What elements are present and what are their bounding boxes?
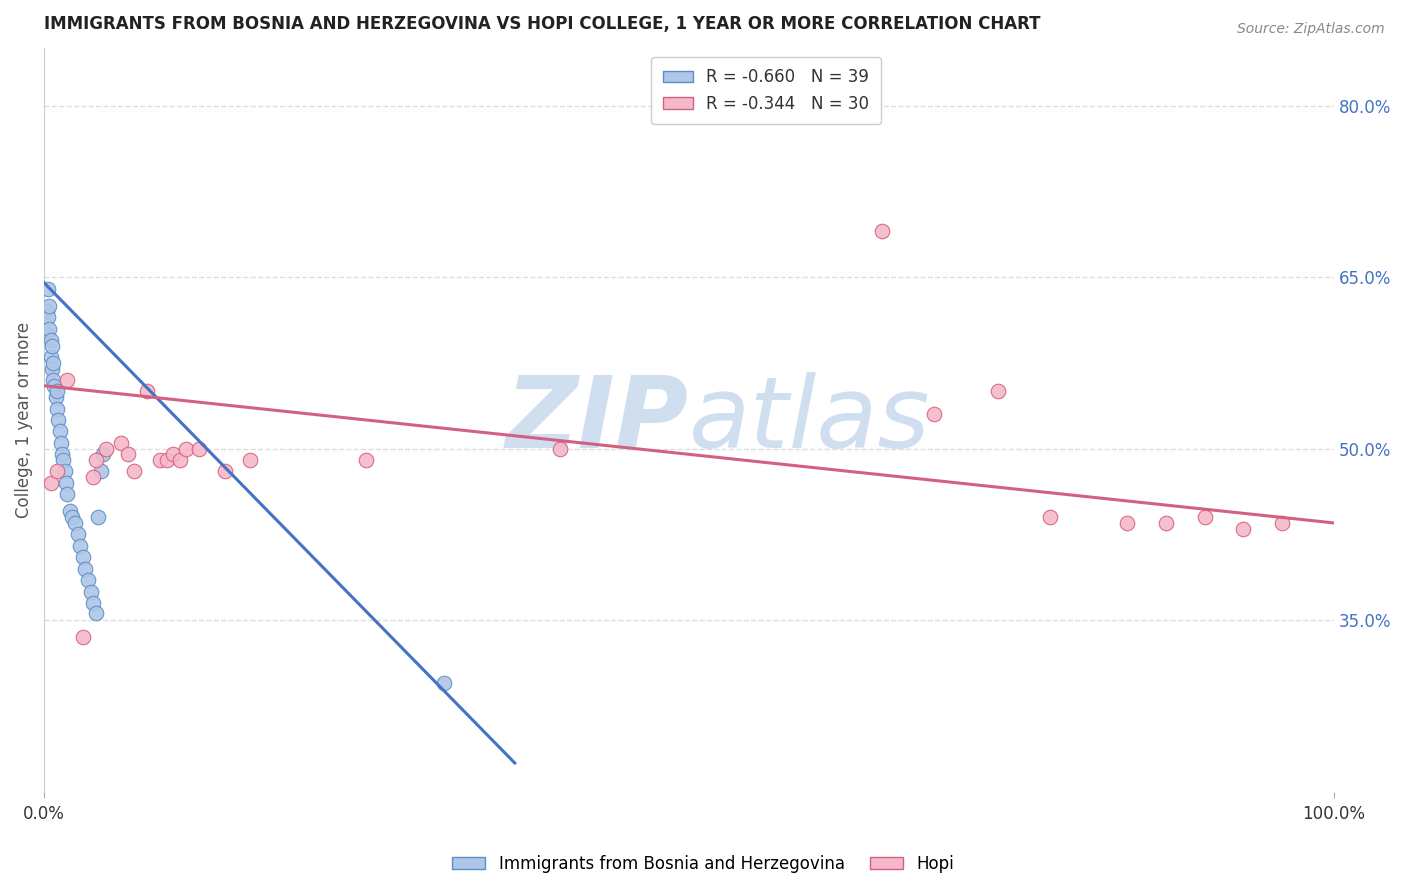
Point	[39, 333, 62, 347]
Point	[75, 561, 97, 575]
Point	[987, 384, 1010, 399]
Point	[46, 384, 69, 399]
Point	[41, 361, 63, 376]
Point	[84, 453, 107, 467]
Point	[169, 453, 191, 467]
Point	[35, 304, 58, 318]
Point	[124, 465, 146, 479]
Point	[56, 487, 79, 501]
Point	[35, 327, 58, 342]
Point	[42, 356, 65, 370]
Point	[69, 539, 91, 553]
Point	[1039, 510, 1062, 524]
Point	[94, 442, 117, 456]
Point	[72, 630, 94, 644]
Text: Source: ZipAtlas.com: Source: ZipAtlas.com	[1237, 22, 1385, 37]
Point	[37, 310, 59, 325]
Point	[174, 442, 197, 456]
Point	[38, 321, 60, 335]
Point	[84, 606, 107, 620]
Point	[1271, 516, 1294, 530]
Point	[79, 584, 101, 599]
Point	[56, 373, 79, 387]
Text: ZIP: ZIP	[506, 371, 689, 468]
Point	[72, 550, 94, 565]
Point	[433, 676, 456, 690]
Point	[136, 384, 159, 399]
Point	[356, 453, 378, 467]
Point	[82, 470, 104, 484]
Point	[922, 407, 945, 421]
Point	[46, 401, 69, 416]
Point	[63, 516, 86, 530]
Point	[41, 339, 63, 353]
Point	[872, 224, 894, 238]
Point	[87, 510, 110, 524]
Point	[46, 465, 69, 479]
Text: atlas: atlas	[689, 371, 931, 468]
Point	[110, 436, 132, 450]
Point	[1116, 516, 1139, 530]
Point	[117, 447, 139, 461]
Point	[162, 447, 184, 461]
Point	[1194, 510, 1216, 524]
Point	[45, 390, 67, 404]
Y-axis label: College, 1 year or more: College, 1 year or more	[15, 322, 32, 518]
Point	[39, 350, 62, 364]
Point	[548, 442, 571, 456]
Point	[239, 453, 262, 467]
Point	[46, 413, 69, 427]
Point	[82, 596, 104, 610]
Point	[156, 453, 179, 467]
Point	[187, 442, 209, 456]
Point	[53, 465, 76, 479]
Point	[48, 425, 70, 439]
Point	[55, 475, 77, 490]
Point	[66, 527, 89, 541]
Legend: R = -0.660   N = 39, R = -0.344   N = 30: R = -0.660 N = 39, R = -0.344 N = 30	[651, 57, 882, 125]
Point	[62, 510, 84, 524]
Point	[44, 378, 66, 392]
Point	[39, 475, 62, 490]
Point	[37, 281, 59, 295]
Point	[51, 447, 73, 461]
Point	[77, 573, 100, 587]
Legend: Immigrants from Bosnia and Herzegovina, Hopi: Immigrants from Bosnia and Herzegovina, …	[446, 848, 960, 880]
Point	[90, 465, 112, 479]
Point	[214, 465, 236, 479]
Point	[1154, 516, 1177, 530]
Point	[149, 453, 172, 467]
Point	[49, 436, 72, 450]
Text: IMMIGRANTS FROM BOSNIA AND HERZEGOVINA VS HOPI COLLEGE, 1 YEAR OR MORE CORRELATI: IMMIGRANTS FROM BOSNIA AND HERZEGOVINA V…	[44, 15, 1040, 33]
Point	[59, 504, 82, 518]
Point	[93, 447, 115, 461]
Point	[38, 299, 60, 313]
Point	[52, 453, 75, 467]
Point	[42, 373, 65, 387]
Point	[1232, 522, 1254, 536]
